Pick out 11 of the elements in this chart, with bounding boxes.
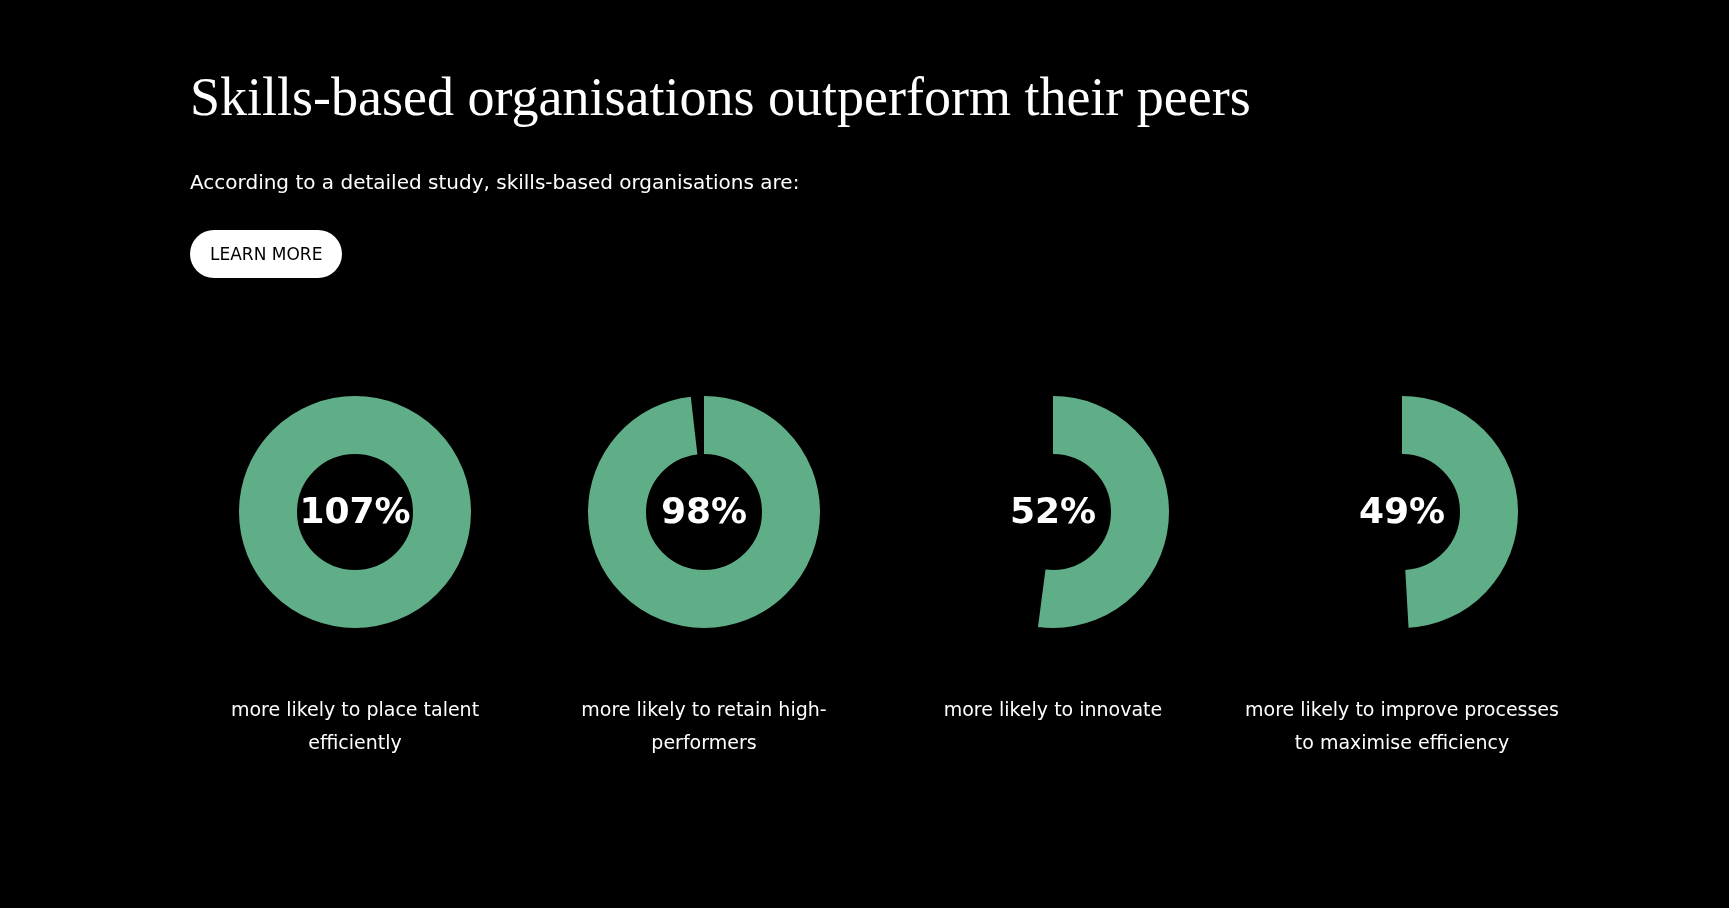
category-label: more likely to improve processes to maximise efficiency: [1244, 697, 1560, 755]
category-label: more likely to retain high-performers: [580, 697, 828, 755]
text: LEARN MORE: [190, 230, 343, 278]
category-label: more likely to innovate: [942, 697, 1164, 722]
text: Skills-based organisations outperform their peers: [190, 66, 1251, 129]
category-label: more likely to place talent efficiently: [229, 697, 481, 755]
data-label: 49%: [1357, 490, 1447, 531]
data-label: 52%: [1008, 490, 1098, 531]
data-label: 107%: [298, 490, 412, 531]
data-label: 98%: [659, 490, 749, 531]
text: According to a detailed study, skills-based organisations are:: [190, 170, 801, 194]
